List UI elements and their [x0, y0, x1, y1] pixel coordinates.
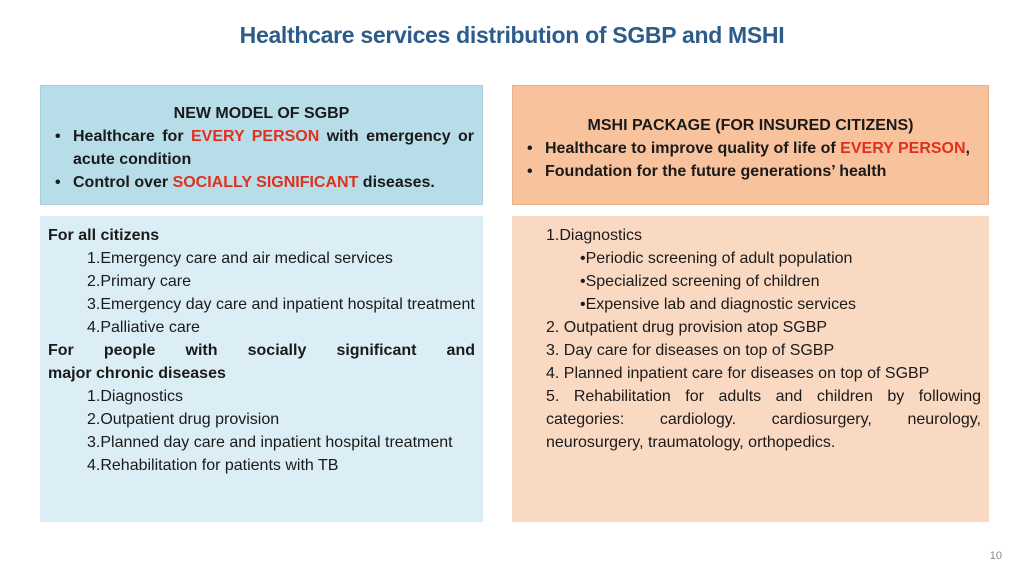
- list-item: 2.Primary care: [87, 273, 192, 290]
- list-item: 4.Rehabilitation for patients with TB: [87, 457, 339, 474]
- list-item: 1.Diagnostics: [87, 388, 184, 405]
- mshi-header-box: MSHI PACKAGE (FOR INSURED CITIZENS) Heal…: [512, 85, 989, 205]
- list-item: 5. Rehabilitation for adults and childre…: [546, 388, 981, 405]
- sgbp-header-title: NEW MODEL OF SGBP: [173, 105, 350, 122]
- list-item: 1.Diagnostics: [546, 227, 643, 244]
- bullet-text: ,: [965, 140, 970, 157]
- page-title: Healthcare services distribution of SGBP…: [239, 22, 785, 48]
- sgbp-bullet-socially-significant: Control over SOCIALLY SIGNIFICANT diseas…: [49, 171, 474, 194]
- bullet-text: with emergency or acute condition: [73, 128, 475, 168]
- sub-list-item: •Periodic screening of adult population: [580, 250, 853, 267]
- highlight-every-person: EVERY PERSON: [840, 140, 966, 157]
- page-number: 10: [989, 550, 1002, 562]
- sub-list-item: •Specialized screening of children: [580, 273, 820, 290]
- group-title-all-citizens: For all citizens: [48, 227, 160, 244]
- mshi-bullet-quality-of-life: Healthcare to improve quality of life of…: [521, 137, 980, 160]
- mshi-bullet-future-generations: Foundation for the future generations’ h…: [521, 160, 980, 183]
- bullet-text: diseases.: [358, 174, 435, 191]
- highlight-socially-significant: SOCIALLY SIGNIFICANT: [172, 174, 359, 191]
- list-item: 1.Emergency care and air medical service…: [87, 250, 393, 267]
- list-item: 3.Emergency day care and inpatient hospi…: [87, 296, 475, 313]
- list-item-cont: neurosurgery, traumatology, orthopedics.: [546, 434, 836, 451]
- list-item: 2.Outpatient drug provision: [87, 411, 280, 428]
- bullet-text: Healthcare for: [73, 128, 191, 145]
- mshi-services-box: 1.Diagnostics •Periodic screening of adu…: [512, 216, 989, 522]
- group-title-socially-significant: For people with socially significant and: [48, 342, 475, 359]
- sgbp-bullet-every-person: Healthcare for EVERY PERSON with emergen…: [49, 125, 474, 171]
- list-item-cont: categories: cardiology. cardiosurgery, n…: [546, 411, 981, 428]
- highlight-every-person: EVERY PERSON: [190, 128, 320, 145]
- sub-list-item: •Expensive lab and diagnostic services: [580, 296, 856, 313]
- bullet-text: Control over: [73, 174, 173, 191]
- mshi-header-title: MSHI PACKAGE (FOR INSURED CITIZENS): [587, 117, 914, 134]
- group-title-socially-significant-cont: major chronic diseases: [48, 365, 226, 382]
- bullet-text: Healthcare to improve quality of life of: [545, 140, 841, 157]
- list-item: 4.Palliative care: [87, 319, 200, 336]
- list-item: 3.Planned day care and inpatient hospita…: [87, 434, 453, 451]
- list-item: 4. Planned inpatient care for diseases o…: [546, 365, 930, 382]
- sgbp-header-box: NEW MODEL OF SGBP Healthcare for EVERY P…: [40, 85, 483, 205]
- sgbp-services-box: For all citizens 1.Emergency care and ai…: [40, 216, 483, 522]
- list-item: 2. Outpatient drug provision atop SGBP: [546, 319, 828, 336]
- list-item: 3. Day care for diseases on top of SGBP: [546, 342, 835, 359]
